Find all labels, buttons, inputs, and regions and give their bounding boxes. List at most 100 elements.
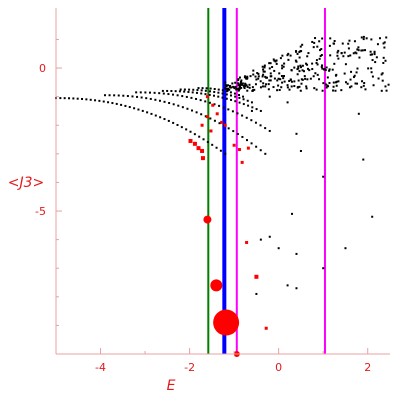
data-point: [332, 81, 335, 84]
data-point: [224, 87, 227, 90]
data-point: [113, 94, 116, 97]
data-point: [213, 87, 216, 90]
data-point: [361, 49, 364, 52]
data-point: [255, 78, 258, 81]
data-point: [259, 86, 262, 89]
data-point: [298, 70, 301, 73]
red-point: [210, 279, 223, 292]
data-point: [200, 92, 203, 95]
data-point: [356, 67, 359, 70]
y-tick-label: 0: [39, 62, 46, 75]
data-point: [281, 64, 284, 67]
y-axis-label: <J3>: [8, 175, 45, 191]
data-point: [261, 65, 264, 68]
data-point: [250, 142, 253, 145]
data-point: [283, 62, 286, 65]
data-point: [370, 67, 373, 70]
data-point: [278, 88, 281, 91]
data-point: [275, 62, 278, 65]
data-point: [268, 62, 271, 65]
data-point: [358, 56, 361, 59]
data-point: [357, 112, 360, 115]
data-point: [177, 104, 180, 107]
data-point: [296, 52, 299, 55]
data-point: [381, 72, 384, 75]
data-point: [278, 72, 281, 75]
data-point: [337, 80, 340, 83]
data-point: [136, 95, 139, 98]
data-point: [187, 90, 190, 93]
data-point: [228, 88, 231, 91]
data-point: [181, 106, 184, 109]
data-point: [320, 48, 323, 51]
data-point: [326, 84, 329, 87]
vertical-lines: [207, 8, 326, 354]
data-point: [265, 76, 268, 79]
data-point: [298, 56, 301, 59]
data-point: [356, 82, 359, 85]
data-point: [380, 89, 383, 92]
data-point: [375, 56, 378, 59]
data-point: [335, 73, 338, 76]
data-point: [120, 103, 123, 106]
data-point: [295, 132, 298, 135]
data-point: [238, 76, 241, 79]
data-point: [272, 58, 275, 61]
data-point: [189, 130, 192, 133]
data-point: [376, 43, 379, 46]
data-point: [337, 49, 340, 52]
data-point: [373, 52, 376, 55]
data-point: [218, 104, 221, 107]
data-point: [238, 101, 241, 104]
data-point: [300, 50, 303, 53]
data-point: [63, 97, 66, 100]
data-point: [168, 102, 171, 105]
data-point: [241, 135, 244, 138]
data-point: [243, 84, 246, 87]
data-point: [267, 88, 270, 91]
data-point: [176, 123, 179, 126]
data-point: [382, 56, 385, 59]
data-point: [286, 84, 289, 87]
data-point: [172, 93, 175, 96]
data-point: [314, 72, 317, 75]
data-point: [263, 70, 266, 73]
data-point: [59, 97, 62, 100]
data-point: [364, 88, 367, 91]
data-point: [335, 80, 338, 83]
data-point: [202, 138, 205, 141]
red-points: [188, 95, 268, 357]
data-point: [254, 75, 257, 78]
data-point: [107, 101, 110, 104]
data-point: [301, 69, 304, 72]
data-point: [193, 133, 196, 136]
red-point: [205, 95, 209, 99]
data-point: [221, 92, 224, 95]
data-point: [259, 109, 262, 112]
data-point: [352, 52, 355, 55]
data-point: [306, 55, 309, 58]
red-point: [245, 240, 249, 244]
data-point: [185, 128, 188, 131]
data-point: [227, 108, 230, 111]
data-point: [381, 79, 384, 82]
data-point: [213, 119, 216, 122]
data-point: [322, 68, 325, 71]
data-point: [295, 60, 298, 63]
data-point: [289, 78, 292, 81]
x-tick-label: -2: [184, 361, 195, 374]
data-point: [277, 84, 280, 87]
data-point: [287, 52, 290, 55]
data-point: [326, 76, 329, 79]
data-point: [141, 109, 144, 112]
data-point: [174, 90, 177, 93]
data-point: [341, 42, 344, 45]
data-point: [349, 54, 352, 57]
data-point: [370, 38, 373, 41]
data-point: [347, 42, 350, 45]
data-point: [350, 70, 353, 73]
data-point: [337, 57, 340, 60]
data-point: [329, 54, 332, 57]
red-point: [215, 112, 219, 116]
